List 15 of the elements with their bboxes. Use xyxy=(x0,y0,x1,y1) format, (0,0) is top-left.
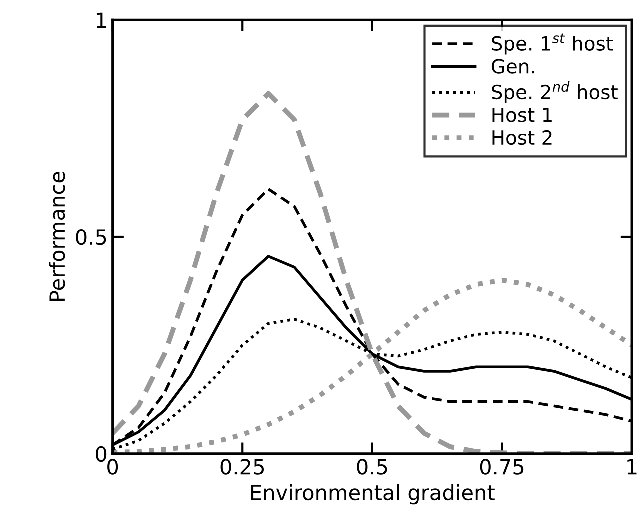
y-tick-label: 0 xyxy=(96,446,107,462)
y-tick-label: 1 xyxy=(96,12,106,28)
x-tick-label: 0.5 xyxy=(357,459,388,475)
x-tick-label: 1 xyxy=(628,459,637,475)
legend-label: Spe. 1$^{st}$ host xyxy=(492,34,614,55)
x-tick-label: 0.25 xyxy=(220,459,264,475)
legend-label: Spe. 2$^{nd}$ host xyxy=(492,82,618,104)
legend-label: Host 2 xyxy=(492,130,552,146)
x-tick-label: 0.75 xyxy=(480,459,524,475)
y-axis-title: Performance xyxy=(49,172,66,301)
y-tick-label: 0.5 xyxy=(76,229,106,246)
legend-label: Host 1 xyxy=(492,108,552,122)
legend-label: Gen. xyxy=(492,59,534,74)
x-axis-title: Environmental gradient xyxy=(251,484,495,505)
x-tick-label: 0 xyxy=(108,459,118,475)
